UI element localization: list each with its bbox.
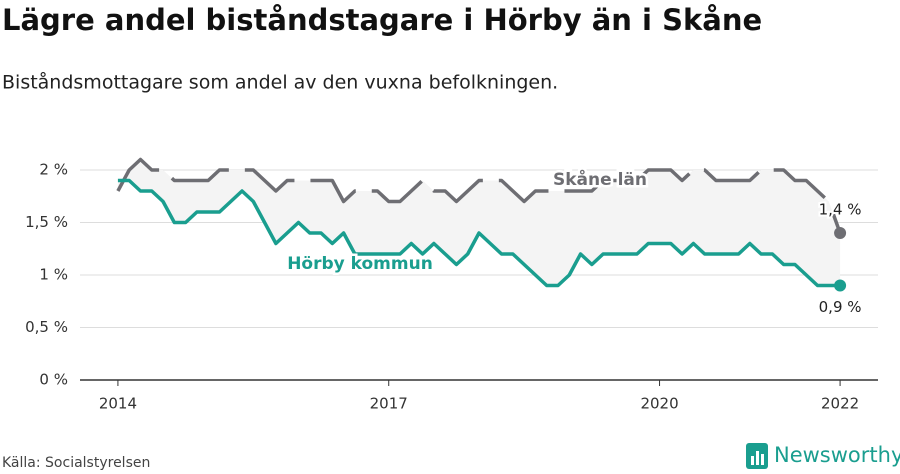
series-line (116, 157, 842, 234)
band (117, 159, 841, 286)
end-label: 0,9 % (819, 298, 862, 316)
x-tick-label: 2014 (99, 395, 137, 413)
end-point (834, 227, 847, 239)
chart-title: Lägre andel biståndstagare i Hörby än i … (2, 3, 762, 37)
chart-subtitle: Biståndsmottagare som andel av den vuxna… (2, 71, 558, 94)
y-tick-label: 0,5 % (25, 318, 68, 336)
brand-logo (746, 443, 768, 469)
x-tick-label: 2017 (370, 395, 408, 413)
series-line (117, 178, 841, 288)
end-point (834, 279, 847, 292)
series-label: Hörby kommun (287, 254, 433, 274)
y-tick-label: 2 % (39, 161, 68, 179)
x-tick-label: 2022 (821, 395, 859, 413)
y-tick-label: 1,5 % (25, 213, 68, 231)
end-label: 1,4 % (819, 201, 862, 219)
series-label: Skåne län (553, 168, 647, 190)
source: Källa: Socialstyrelsen (2, 455, 150, 471)
brand: Newsworthy (774, 443, 900, 467)
y-tick-label: 1 % (39, 266, 68, 284)
y-tick-label: 0 % (39, 371, 68, 389)
x-tick-label: 2020 (640, 395, 678, 413)
